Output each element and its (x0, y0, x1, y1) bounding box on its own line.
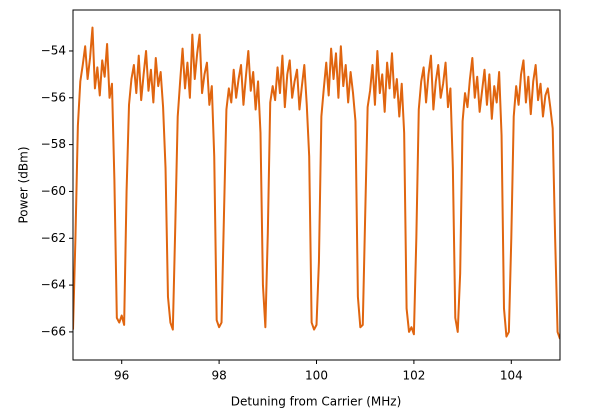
data-line (73, 26, 560, 340)
x-tick-label: 100 (305, 369, 328, 383)
y-tick-label: −64 (41, 278, 66, 292)
x-tick-label: 96 (114, 369, 129, 383)
y-tick-label: −54 (41, 43, 66, 57)
x-axis-label: Detuning from Carrier (MHz) (231, 395, 402, 409)
y-tick-label: −56 (41, 90, 66, 104)
x-tick-label: 104 (500, 369, 523, 383)
x-tick-label: 102 (402, 369, 425, 383)
y-axis-label: Power (dBm) (17, 147, 31, 224)
y-tick-label: −60 (41, 184, 66, 198)
y-tick-label: −62 (41, 231, 66, 245)
y-tick-label: −58 (41, 137, 66, 151)
y-tick-label: −66 (41, 324, 66, 338)
x-tick-label: 98 (211, 369, 226, 383)
plot-frame (72, 9, 561, 361)
